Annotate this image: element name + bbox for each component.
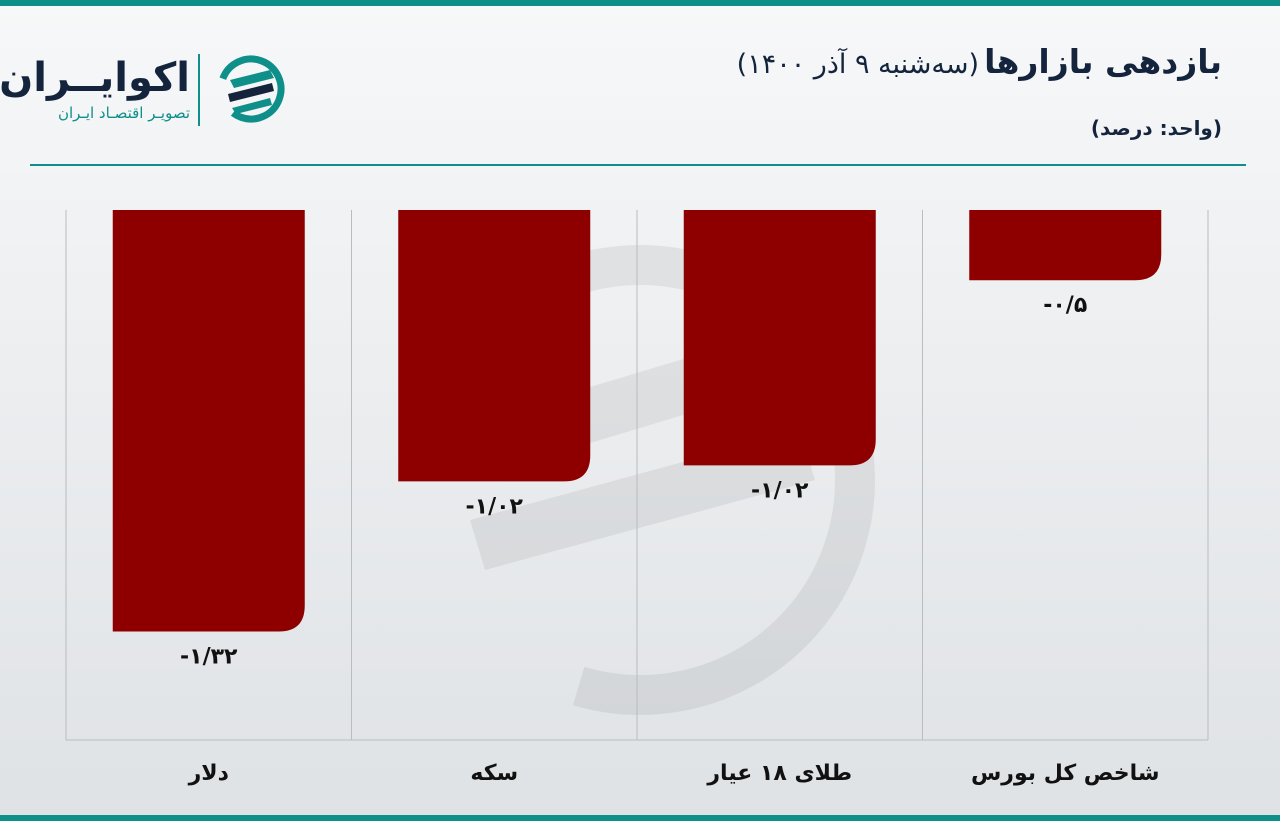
bottom-accent-bar (0, 815, 1280, 821)
category-label: شاخص کل بورس (971, 761, 1160, 786)
bar (398, 210, 591, 482)
logo: اکوایــران تصویـر اقتصـاد ایـران (0, 48, 290, 130)
category-label: دلار (188, 761, 229, 786)
category-labels-group: دلار سکه طلای ۱۸ عیار شاخص کل بورس (188, 761, 1160, 786)
value-labels-group: -۱/۳۲ -۱/۰۲ -۱/۰۲ -۰/۵ (180, 293, 1087, 669)
logo-tagline: تصویـر اقتصـاد ایـران (57, 104, 190, 122)
category-label: طلای ۱۸ عیار (706, 761, 852, 786)
logo-emblem-icon (217, 55, 285, 123)
title-date: (سه‌شنبه ۹ آذر ۱۴۰۰) (736, 49, 980, 80)
unit-label: (واحد: درصد) (1090, 116, 1222, 140)
chart-grid (65, 210, 1209, 741)
top-accent-bar (0, 0, 1280, 6)
header-divider (30, 164, 1246, 166)
logo-divider (198, 54, 200, 126)
chart-title: بازدهی بازارها (سه‌شنبه ۹ آذر ۱۴۰۰) (737, 42, 1222, 81)
category-label: سکه (470, 761, 518, 786)
bar (969, 210, 1162, 281)
data-label: -۱/۰۲ (466, 494, 524, 519)
bar (683, 210, 876, 466)
bars-group (112, 210, 1162, 632)
data-label: -۰/۵ (1043, 293, 1087, 318)
title-main: بازدهی بازارها (984, 42, 1222, 81)
bar (112, 210, 305, 632)
logo-name: اکوایــران (0, 55, 190, 101)
data-label: -۱/۳۲ (180, 644, 238, 669)
data-label: -۱/۰۲ (751, 478, 809, 503)
